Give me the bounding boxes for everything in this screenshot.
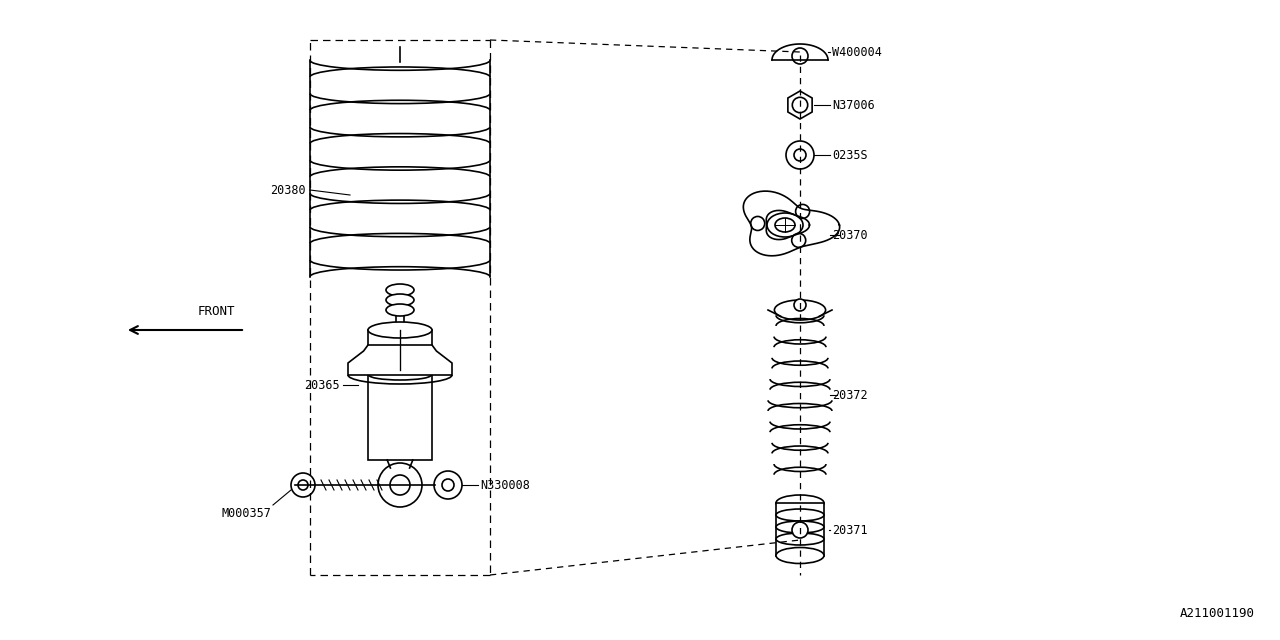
Circle shape <box>291 473 315 497</box>
Ellipse shape <box>776 547 824 563</box>
Circle shape <box>792 522 808 538</box>
Ellipse shape <box>774 218 795 232</box>
Circle shape <box>794 149 806 161</box>
Text: 0235S: 0235S <box>832 148 868 161</box>
Circle shape <box>794 299 806 311</box>
Ellipse shape <box>776 533 824 545</box>
Polygon shape <box>767 211 809 239</box>
Circle shape <box>378 463 422 507</box>
Text: 20370: 20370 <box>832 228 868 241</box>
Polygon shape <box>348 345 452 375</box>
Circle shape <box>442 479 454 491</box>
Circle shape <box>792 234 805 247</box>
Text: N330008: N330008 <box>480 479 530 492</box>
Ellipse shape <box>387 294 413 306</box>
Ellipse shape <box>776 521 824 533</box>
Circle shape <box>750 216 764 230</box>
FancyBboxPatch shape <box>776 503 824 556</box>
Text: N37006: N37006 <box>832 99 874 111</box>
Text: 20380: 20380 <box>270 184 306 196</box>
Circle shape <box>434 471 462 499</box>
FancyBboxPatch shape <box>369 330 433 460</box>
Ellipse shape <box>774 300 826 320</box>
Circle shape <box>792 48 808 64</box>
Circle shape <box>786 141 814 169</box>
Text: A211001190: A211001190 <box>1180 607 1254 620</box>
Text: 20365: 20365 <box>305 378 340 392</box>
Circle shape <box>390 475 410 495</box>
Polygon shape <box>788 91 812 119</box>
Polygon shape <box>744 191 840 256</box>
Circle shape <box>792 97 808 113</box>
Text: 20372: 20372 <box>832 388 868 401</box>
Ellipse shape <box>369 322 433 338</box>
Ellipse shape <box>387 304 413 316</box>
Circle shape <box>796 204 810 218</box>
Text: M000357: M000357 <box>221 507 271 520</box>
FancyBboxPatch shape <box>396 285 404 330</box>
Text: W400004: W400004 <box>832 45 882 58</box>
Text: 20371: 20371 <box>832 524 868 536</box>
Ellipse shape <box>776 509 824 521</box>
Ellipse shape <box>776 495 824 511</box>
Circle shape <box>298 480 308 490</box>
Ellipse shape <box>767 213 803 237</box>
Ellipse shape <box>387 284 413 296</box>
Text: FRONT: FRONT <box>197 305 236 318</box>
